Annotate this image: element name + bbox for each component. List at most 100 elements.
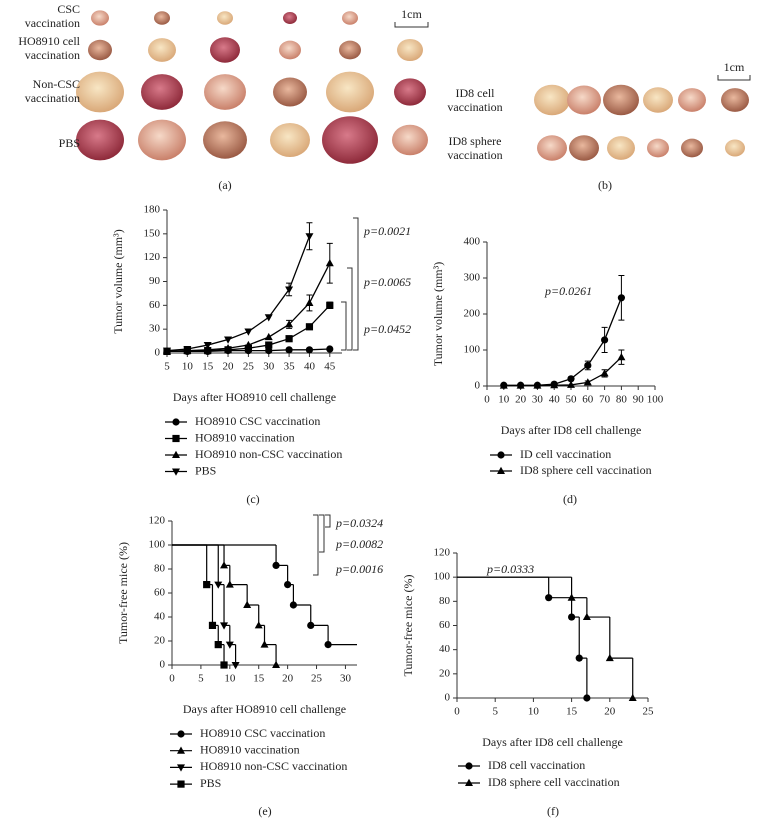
marker: [307, 621, 315, 630]
marker: [545, 594, 553, 602]
x-axis-label: Days after ID8 cell challenge: [482, 735, 623, 749]
y-axis-label: Tumor-free mice (%): [401, 575, 415, 677]
x-tick-label: 45: [324, 361, 336, 373]
tumor-photo: [154, 11, 170, 25]
marker: [163, 347, 171, 355]
marker: [177, 764, 185, 772]
y-tick-label: 0: [155, 347, 161, 359]
p-value: p=0.0261: [544, 284, 592, 298]
p-value: p=0.0452: [363, 322, 411, 336]
y-tick-label: 100: [149, 539, 166, 551]
panel-label: (d): [563, 492, 577, 506]
marker: [326, 301, 334, 309]
marker: [285, 286, 294, 294]
marker: [285, 346, 293, 354]
marker: [516, 381, 525, 389]
x-tick-label: 5: [492, 706, 498, 718]
marker: [305, 323, 314, 331]
marker: [568, 613, 576, 621]
marker: [305, 298, 314, 306]
panel-label: (e): [258, 804, 271, 818]
marker: [214, 641, 222, 649]
x-tick-label: 100: [647, 394, 664, 406]
x-tick-label: 25: [243, 361, 255, 373]
x-tick-label: 80: [616, 394, 628, 406]
x-tick-label: 15: [202, 361, 214, 373]
marker: [225, 580, 234, 588]
x-tick-label: 90: [633, 394, 645, 406]
tumor-photo: [88, 39, 112, 61]
marker: [177, 746, 185, 754]
tumor-photo: [681, 138, 703, 158]
p-value: p=0.0065: [363, 275, 411, 289]
panel-label: (f): [547, 804, 559, 818]
x-tick-label: 20: [282, 673, 294, 685]
marker: [617, 353, 626, 361]
panel-label: (a): [218, 178, 231, 192]
scale-label: 1cm: [724, 60, 745, 74]
y-tick-label: 60: [149, 299, 161, 311]
marker: [575, 654, 583, 662]
marker: [628, 693, 637, 701]
tumor-photo: [603, 84, 639, 116]
marker: [203, 581, 211, 589]
y-tick-label: 60: [439, 619, 451, 631]
marker: [285, 335, 293, 343]
tumor-photo: [339, 40, 361, 60]
tumor-photo: [721, 88, 749, 112]
row-label: Non-CSC vaccination: [24, 77, 80, 105]
legend-label: HO8910 vaccination: [200, 742, 300, 756]
x-tick-label: 30: [263, 361, 275, 373]
y-tick-label: 20: [439, 667, 451, 679]
x-tick-label: 0: [484, 394, 490, 406]
y-tick-label: 150: [144, 227, 161, 239]
marker: [224, 344, 233, 352]
marker: [582, 612, 591, 621]
tumor-photo: [569, 135, 599, 161]
legend-label: HO8910 vaccination: [195, 430, 295, 444]
row-label: PBS: [58, 136, 80, 150]
y-tick-label: 400: [464, 236, 481, 248]
marker: [265, 341, 273, 349]
x-tick-label: 5: [198, 673, 204, 685]
tumor-photo: [283, 12, 297, 24]
marker: [605, 653, 614, 662]
y-tick-label: 120: [434, 547, 451, 559]
legend-label: PBS: [195, 463, 216, 477]
marker: [264, 314, 273, 322]
x-tick-label: 15: [253, 673, 265, 685]
marker: [533, 381, 542, 389]
marker: [284, 581, 292, 589]
y-tick-label: 80: [154, 563, 166, 575]
legend-label: HO8910 non-CSC vaccination: [195, 447, 342, 461]
marker: [326, 345, 334, 353]
x-tick-label: 40: [304, 361, 316, 373]
tumor-photo: [392, 124, 428, 156]
y-tick-label: 40: [154, 611, 166, 623]
tumor-photo: [567, 85, 601, 115]
marker: [601, 336, 609, 344]
marker: [260, 640, 269, 648]
x-tick-label: 0: [454, 706, 460, 718]
x-tick-label: 5: [164, 361, 170, 373]
p-value: p=0.0333: [486, 562, 534, 576]
x-tick-label: 40: [549, 394, 561, 406]
tumor-photo: [342, 11, 358, 25]
y-tick-label: 90: [149, 275, 161, 287]
y-axis-label: Tumor volume (mm³): [431, 262, 445, 367]
y-tick-label: 180: [144, 204, 161, 216]
y-tick-label: 120: [149, 515, 166, 527]
y-tick-label: 100: [464, 344, 481, 356]
p-value: p=0.0082: [335, 537, 383, 551]
tumor-photo: [210, 37, 240, 63]
legend-label: HO8910 CSC vaccination: [195, 414, 320, 428]
legend-label: ID8 cell vaccination: [488, 758, 585, 772]
marker: [172, 434, 180, 443]
legend-label: HO8910 CSC vaccination: [200, 726, 325, 740]
marker: [244, 340, 253, 349]
data-line: [166, 235, 311, 352]
y-tick-label: 20: [154, 635, 166, 647]
significance-bracket: [341, 301, 347, 351]
marker: [177, 780, 185, 788]
